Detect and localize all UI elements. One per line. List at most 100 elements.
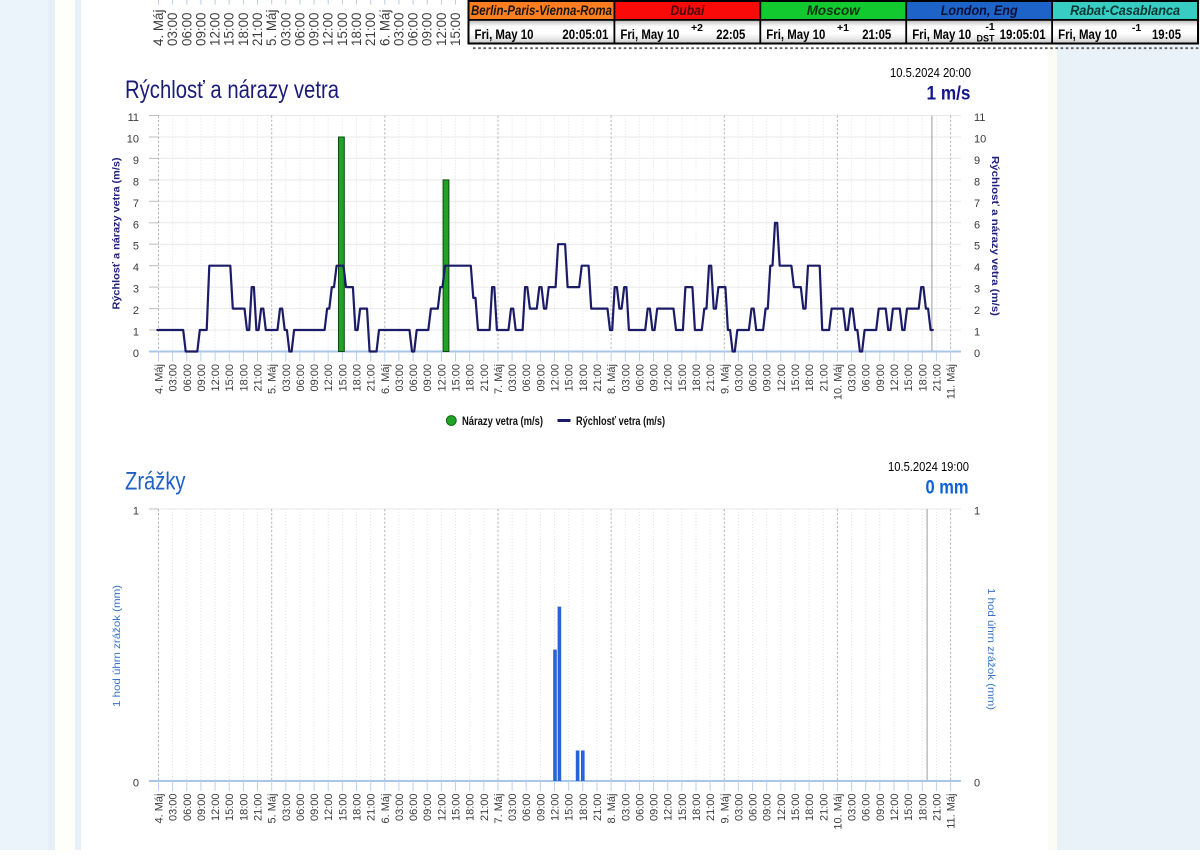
svg-text:18:00: 18:00 xyxy=(236,12,251,46)
svg-text:1 hod úhrn zrážok (mm): 1 hod úhrn zrážok (mm) xyxy=(111,585,123,707)
svg-text:18:00: 18:00 xyxy=(917,364,929,392)
svg-text:06:00: 06:00 xyxy=(861,794,873,822)
svg-text:15:00: 15:00 xyxy=(677,794,689,822)
svg-text:Berlin-Paris-Vienna-Roma: Berlin-Paris-Vienna-Roma xyxy=(471,3,612,18)
svg-text:2: 2 xyxy=(133,305,139,317)
svg-text:4. Máj: 4. Máj xyxy=(154,364,166,394)
svg-text:21:00: 21:00 xyxy=(818,794,830,822)
svg-text:21:00: 21:00 xyxy=(253,364,265,392)
svg-text:15:00: 15:00 xyxy=(337,364,349,392)
svg-text:09:00: 09:00 xyxy=(649,794,661,822)
svg-text:19:05:01: 19:05:01 xyxy=(1000,27,1046,42)
svg-text:15:00: 15:00 xyxy=(337,794,349,822)
svg-text:09:00: 09:00 xyxy=(196,364,208,392)
svg-text:21:00: 21:00 xyxy=(931,794,943,822)
svg-text:18:00: 18:00 xyxy=(578,364,590,392)
svg-text:06:00: 06:00 xyxy=(406,12,421,46)
svg-text:12:00: 12:00 xyxy=(776,794,788,822)
svg-text:6: 6 xyxy=(974,219,980,231)
svg-text:4. Máj: 4. Máj xyxy=(154,794,166,824)
svg-text:8. Máj: 8. Máj xyxy=(606,364,618,394)
svg-text:Rýchlosť a nárazy vetra (m/s): Rýchlosť a nárazy vetra (m/s) xyxy=(989,156,1001,316)
svg-text:Fri, May 10: Fri, May 10 xyxy=(766,27,825,42)
svg-text:7: 7 xyxy=(133,198,139,210)
svg-text:1: 1 xyxy=(974,506,980,518)
svg-text:Rýchlosť vetra (m/s): Rýchlosť vetra (m/s) xyxy=(576,416,665,428)
svg-text:03:00: 03:00 xyxy=(281,794,293,822)
svg-text:21:00: 21:00 xyxy=(705,364,717,392)
svg-text:0 mm: 0 mm xyxy=(926,477,969,499)
svg-text:03:00: 03:00 xyxy=(278,12,293,46)
svg-text:3: 3 xyxy=(974,284,980,296)
svg-text:12:00: 12:00 xyxy=(889,364,901,392)
svg-text:10: 10 xyxy=(974,134,986,146)
svg-text:12:00: 12:00 xyxy=(434,12,449,46)
svg-text:09:00: 09:00 xyxy=(875,794,887,822)
svg-text:06:00: 06:00 xyxy=(292,12,307,46)
svg-text:21:00: 21:00 xyxy=(592,364,604,392)
svg-text:15:00: 15:00 xyxy=(451,364,463,392)
svg-text:1 hod úhrn zrážok (mm): 1 hod úhrn zrážok (mm) xyxy=(985,588,997,710)
svg-text:06:00: 06:00 xyxy=(634,364,646,392)
svg-text:18:00: 18:00 xyxy=(917,794,929,822)
svg-text:03:00: 03:00 xyxy=(168,794,180,822)
svg-text:7. Máj: 7. Máj xyxy=(493,794,505,824)
svg-text:10. Máj: 10. Máj xyxy=(832,364,844,400)
svg-text:09:00: 09:00 xyxy=(307,12,322,46)
svg-text:18:00: 18:00 xyxy=(238,794,250,822)
svg-text:6. Máj: 6. Máj xyxy=(377,10,392,46)
svg-text:06:00: 06:00 xyxy=(179,12,194,46)
svg-text:10.5.2024 19:00: 10.5.2024 19:00 xyxy=(888,460,969,474)
svg-text:1: 1 xyxy=(974,327,980,339)
svg-text:15:00: 15:00 xyxy=(335,12,350,46)
svg-text:0: 0 xyxy=(974,778,980,790)
svg-text:18:00: 18:00 xyxy=(804,794,816,822)
svg-text:0: 0 xyxy=(133,778,139,790)
svg-text:12:00: 12:00 xyxy=(323,364,335,392)
svg-text:12:00: 12:00 xyxy=(210,794,222,822)
svg-text:15:00: 15:00 xyxy=(790,794,802,822)
svg-text:06:00: 06:00 xyxy=(408,794,420,822)
svg-text:5. Máj: 5. Máj xyxy=(264,10,279,46)
svg-text:3: 3 xyxy=(133,284,139,296)
svg-text:Moscow: Moscow xyxy=(807,3,861,18)
svg-text:21:00: 21:00 xyxy=(818,364,830,392)
svg-text:18:00: 18:00 xyxy=(691,364,703,392)
svg-text:18:00: 18:00 xyxy=(691,794,703,822)
svg-text:18:00: 18:00 xyxy=(804,364,816,392)
svg-text:21:00: 21:00 xyxy=(592,794,604,822)
svg-text:12:00: 12:00 xyxy=(776,364,788,392)
svg-text:06:00: 06:00 xyxy=(521,794,533,822)
svg-text:15:00: 15:00 xyxy=(224,364,236,392)
svg-text:4: 4 xyxy=(133,262,139,274)
svg-text:06:00: 06:00 xyxy=(748,794,760,822)
svg-text:19:05: 19:05 xyxy=(1152,27,1181,42)
svg-text:21:00: 21:00 xyxy=(366,794,378,822)
svg-text:12:00: 12:00 xyxy=(889,794,901,822)
svg-text:9: 9 xyxy=(133,155,139,167)
svg-text:09:00: 09:00 xyxy=(649,364,661,392)
svg-text:10.5.2024 20:00: 10.5.2024 20:00 xyxy=(890,66,971,80)
svg-text:Dubai: Dubai xyxy=(670,3,704,18)
svg-text:6. Máj: 6. Máj xyxy=(380,794,392,824)
svg-text:4: 4 xyxy=(974,262,980,274)
svg-text:15:00: 15:00 xyxy=(790,364,802,392)
svg-text:03:00: 03:00 xyxy=(507,794,519,822)
svg-text:06:00: 06:00 xyxy=(748,364,760,392)
svg-text:Nárazy vetra (m/s): Nárazy vetra (m/s) xyxy=(462,416,543,428)
svg-text:1 m/s: 1 m/s xyxy=(927,83,971,105)
svg-text:11. Máj: 11. Máj xyxy=(946,794,958,829)
svg-text:03:00: 03:00 xyxy=(733,364,745,392)
svg-text:15:00: 15:00 xyxy=(903,364,915,392)
svg-text:06:00: 06:00 xyxy=(521,364,533,392)
svg-text:09:00: 09:00 xyxy=(193,12,208,46)
svg-text:12:00: 12:00 xyxy=(323,794,335,822)
svg-text:06:00: 06:00 xyxy=(295,794,307,822)
svg-text:8: 8 xyxy=(974,176,980,188)
svg-text:09:00: 09:00 xyxy=(875,364,887,392)
svg-text:12:00: 12:00 xyxy=(208,12,223,46)
svg-text:0: 0 xyxy=(974,348,980,360)
svg-text:06:00: 06:00 xyxy=(182,794,194,822)
svg-text:06:00: 06:00 xyxy=(408,364,420,392)
svg-text:DST: DST xyxy=(977,34,996,44)
